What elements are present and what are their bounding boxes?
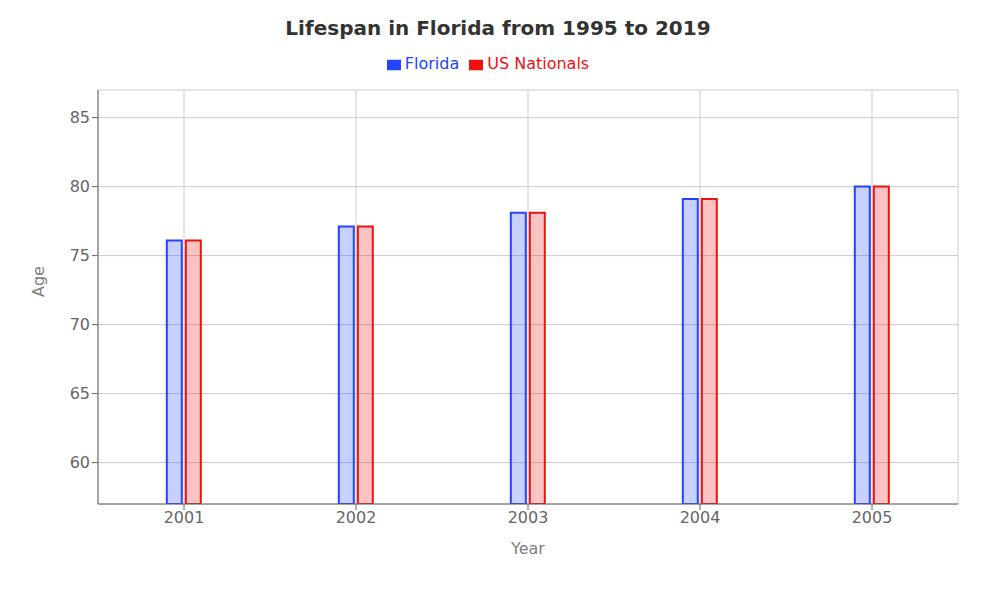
html-text:Florida: Florida	[404, 54, 460, 73]
svg-text:60: 60	[70, 453, 90, 472]
svg-text:80: 80	[70, 177, 90, 196]
svg-text:70: 70	[70, 315, 90, 334]
svg-text:2003: 2003	[508, 508, 549, 527]
svg-text:75: 75	[70, 246, 90, 265]
svg-text:2001: 2001	[164, 508, 205, 527]
html-text:Lifespan in Florida from 1995: Lifespan in Florida from 1995 to 2019	[285, 16, 711, 40]
svg-text:Year: Year	[510, 539, 545, 558]
svg-text:Age: Age	[29, 266, 48, 297]
html-text:US Nationals: US Nationals	[487, 54, 590, 73]
svg-text:65: 65	[70, 384, 90, 403]
svg-text:2002: 2002	[336, 508, 377, 527]
svg-text:2004: 2004	[680, 508, 721, 527]
svg-text:85: 85	[70, 108, 90, 127]
svg-text:2005: 2005	[852, 508, 893, 527]
